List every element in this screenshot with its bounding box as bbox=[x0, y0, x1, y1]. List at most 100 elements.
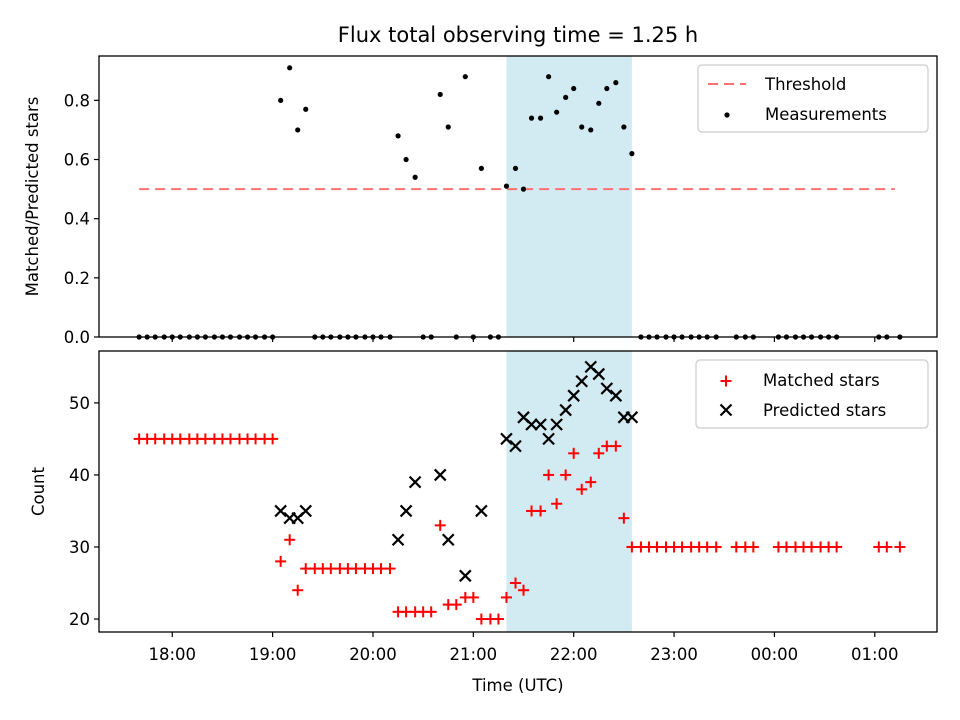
legend-threshold-label: Threshold bbox=[764, 75, 846, 94]
chart-title: Flux total observing time = 1.25 h bbox=[338, 23, 698, 47]
matched-star-marker bbox=[576, 483, 588, 495]
predicted-star-marker bbox=[500, 432, 513, 446]
predicted-star-marker bbox=[609, 389, 623, 402]
matched-star-marker bbox=[543, 469, 555, 481]
measurement-point bbox=[629, 151, 635, 157]
x-axis-label: Time (UTC) bbox=[471, 676, 563, 695]
predicted-star-marker bbox=[441, 533, 455, 547]
measurement-point bbox=[278, 97, 284, 103]
top-legend-box bbox=[697, 64, 929, 133]
legend-measurement-swatch bbox=[724, 112, 730, 118]
measurement-points bbox=[136, 65, 903, 340]
matched-star-marker bbox=[492, 613, 504, 625]
top-y-tick-label: 0.8 bbox=[64, 91, 90, 110]
measurement-point bbox=[462, 74, 468, 80]
top-y-tick-label: 0.2 bbox=[64, 269, 90, 288]
measurement-point bbox=[546, 74, 552, 80]
measurement-point bbox=[478, 165, 484, 171]
predicted-star-marker bbox=[525, 418, 538, 431]
matched-star-marker bbox=[518, 584, 530, 596]
predicted-star-marker bbox=[408, 475, 422, 489]
legend-predicted-marker bbox=[719, 403, 733, 417]
top-y-axis-label: Matched/Predicted stars bbox=[23, 97, 42, 297]
top-highlight-span bbox=[506, 56, 632, 337]
x-tick-label: 22:00 bbox=[550, 645, 598, 664]
top-x-ticks bbox=[171, 337, 876, 342]
matched-star-marker bbox=[894, 541, 906, 553]
measurement-point bbox=[571, 85, 577, 92]
predicted-star-marker bbox=[625, 411, 639, 424]
matched-star-marker bbox=[560, 469, 572, 481]
top-panel: 0.00.20.40.60.8 Matched/Predicted stars … bbox=[23, 55, 938, 347]
matched-star-marker bbox=[434, 519, 446, 531]
bottom-legend: Matched stars Predicted stars bbox=[695, 359, 929, 429]
x-tick-label: 23:00 bbox=[650, 645, 698, 664]
x-tick-label: 21:00 bbox=[450, 645, 498, 664]
matched-star-marker bbox=[710, 541, 722, 553]
bottom-axes-frame bbox=[98, 350, 938, 633]
predicted-star-marker bbox=[534, 418, 547, 431]
measurement-point bbox=[503, 183, 510, 189]
predicted-star-marker bbox=[274, 504, 287, 518]
predicted-star-marker bbox=[600, 382, 614, 395]
matched-star-marker bbox=[593, 447, 605, 459]
bottom-panel: 20 30 40 50 18:00 19:00 20:00 21:00 22:00 23:00 0… bbox=[29, 350, 938, 695]
matched-star-marker bbox=[831, 541, 843, 553]
predicted-star-marker bbox=[399, 504, 413, 518]
legend-predicted-label: Predicted stars bbox=[763, 401, 886, 420]
top-y-tick-label: 0.4 bbox=[64, 210, 90, 229]
matched-star-marker bbox=[535, 505, 547, 517]
x-tick-label: 19:00 bbox=[249, 645, 297, 664]
predicted-star-marker bbox=[509, 439, 522, 453]
top-axes-frame bbox=[98, 55, 938, 338]
legend-matched-marker bbox=[720, 375, 732, 387]
measurement-point bbox=[520, 186, 527, 192]
matched-star-markers bbox=[133, 433, 906, 625]
bottom-y-axis-label: Count bbox=[29, 466, 48, 516]
matched-star-marker bbox=[610, 440, 622, 452]
matched-star-marker bbox=[384, 563, 396, 575]
predicted-star-marker bbox=[575, 374, 589, 388]
predicted-star-marker bbox=[567, 389, 580, 402]
matched-star-marker bbox=[509, 577, 521, 589]
bottom-y-ticks: 20 30 40 50 bbox=[69, 394, 99, 629]
top-y-tick-label: 0.6 bbox=[64, 151, 90, 170]
bottom-y-tick-label: 50 bbox=[69, 394, 90, 413]
measurement-point bbox=[528, 115, 535, 121]
legend-matched-swatch bbox=[720, 375, 732, 387]
matched-star-marker bbox=[275, 555, 287, 567]
x-tick-label: 18:00 bbox=[148, 645, 196, 664]
bottom-highlight-span bbox=[506, 351, 632, 632]
measurement-point bbox=[604, 85, 610, 92]
predicted-star-marker bbox=[550, 418, 563, 431]
matched-star-marker bbox=[747, 541, 759, 553]
measurement-point bbox=[295, 127, 301, 133]
top-legend: Threshold Measurements bbox=[697, 64, 929, 133]
measurement-point bbox=[563, 94, 569, 101]
top-y-ticks: 0.0 0.2 0.4 0.6 0.8 bbox=[64, 91, 99, 347]
predicted-star-marker bbox=[459, 569, 472, 583]
measurement-point bbox=[579, 124, 585, 130]
predicted-star-markers bbox=[274, 360, 639, 583]
bottom-legend-box bbox=[695, 359, 929, 429]
predicted-star-marker bbox=[559, 403, 572, 417]
x-tick-label: 00:00 bbox=[751, 645, 799, 664]
matched-star-marker bbox=[500, 591, 512, 603]
predicted-star-marker bbox=[391, 533, 405, 547]
predicted-star-marker bbox=[542, 432, 555, 446]
matched-star-marker bbox=[585, 476, 597, 488]
matched-star-marker bbox=[425, 606, 437, 618]
x-tick-label: 01:00 bbox=[851, 645, 899, 664]
measurement-point bbox=[437, 91, 443, 98]
measurement-point bbox=[403, 156, 409, 163]
measurement-point bbox=[537, 115, 544, 121]
matched-star-marker bbox=[450, 599, 462, 611]
top-y-tick-label: 0.0 bbox=[64, 328, 90, 347]
measurement-point bbox=[588, 127, 594, 133]
predicted-star-marker bbox=[475, 504, 488, 518]
matched-star-marker bbox=[568, 447, 580, 459]
predicted-star-marker bbox=[592, 367, 606, 381]
matched-star-marker bbox=[292, 584, 304, 596]
legend-predicted-swatch bbox=[719, 403, 733, 417]
